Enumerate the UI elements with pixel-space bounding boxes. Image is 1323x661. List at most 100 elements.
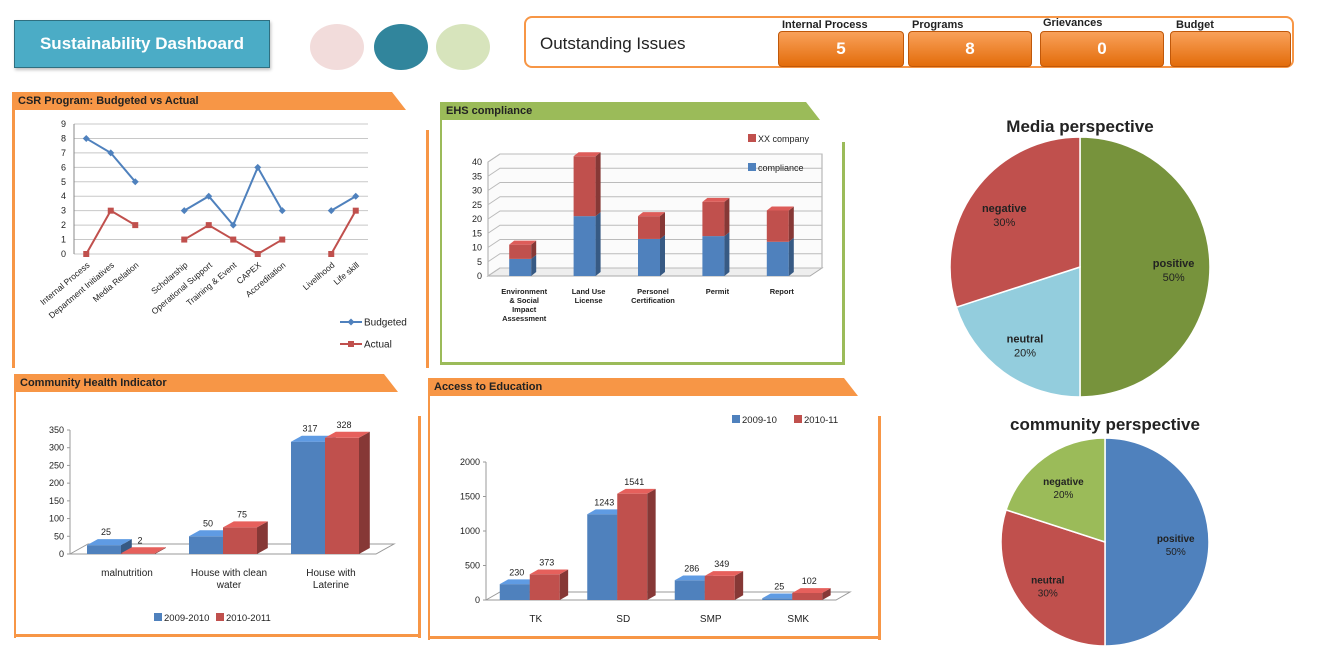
- media-slice-negative: [949, 136, 1081, 309]
- kpi-programs-value[interactable]: 8: [908, 31, 1032, 67]
- edu-data-label: 1243: [594, 497, 614, 507]
- ehs-y-tick-label: 40: [472, 157, 482, 167]
- csr-point-budgeted: [327, 207, 335, 215]
- ehs-bar-side: [595, 212, 601, 276]
- ehs-bar-xx-company: [702, 201, 725, 237]
- edu-y-tick-label: 2000: [460, 457, 480, 467]
- health-bar-top: [325, 431, 370, 438]
- media-slice-label-positive: positive: [1153, 258, 1195, 270]
- csr-series-line-actual: [85, 209, 136, 255]
- csr-x-tick-label: Life skill: [331, 260, 361, 287]
- edu-bar-2009-10: [762, 598, 793, 600]
- health-bar-2009-2010: [189, 536, 223, 554]
- csr-point-budgeted: [254, 163, 262, 171]
- edu-bar-top: [674, 575, 714, 581]
- kpi-internal-process-value[interactable]: 5: [778, 31, 904, 67]
- community-slice-neutral: [1000, 508, 1106, 647]
- media-slice-pct-negative: 30%: [993, 217, 1015, 229]
- community-slice-label-neutral: neutral: [1031, 576, 1065, 587]
- ehs-x-tick-label: Land Use License: [572, 287, 606, 305]
- ehs-bar-top: [766, 206, 794, 211]
- edu-data-label: 102: [802, 576, 817, 586]
- csr-series-line-budgeted: [330, 195, 357, 212]
- kpi-budget-value[interactable]: [1170, 31, 1291, 67]
- ehs-x-tick-label: Environment & Social Impact Assessment: [501, 287, 547, 323]
- health-legend-label-2010-2011: 2010-2011: [226, 613, 271, 624]
- ehs-bar-xx-company: [573, 156, 596, 217]
- ehs-chart-title: EHS compliance: [440, 102, 820, 120]
- kpi-programs-label: Programs: [912, 19, 964, 31]
- health-y-tick-label: 100: [49, 514, 64, 524]
- ehs-bar-top: [702, 197, 730, 202]
- ehs-gridline: [487, 196, 822, 206]
- csr-point-budgeted: [278, 207, 286, 215]
- csr-point-budgeted: [352, 192, 360, 200]
- education-bar-chart: 0 500 1000 1500 2000 230 373 TK 1243 1541 SD 286 349…: [460, 415, 852, 625]
- ehs-bar-xx-company: [509, 244, 532, 259]
- community-slice-pct-neutral: 30%: [1038, 589, 1058, 600]
- health-y-tick-label: 0: [59, 549, 64, 559]
- csr-y-tick-label: 4: [61, 191, 66, 201]
- edu-bar-side: [734, 571, 744, 600]
- ehs-panel: EHS compliance 0 5 10 15 20 25 30 35 40 Environme…: [440, 100, 850, 365]
- ehs-bar-top: [638, 212, 665, 217]
- ehs-bar-compliance: [702, 236, 725, 276]
- edu-bar-top: [499, 579, 539, 585]
- edu-data-label: 373: [539, 557, 554, 567]
- health-data-label: 328: [336, 420, 351, 430]
- kpi-grievances-value[interactable]: 0: [1040, 31, 1164, 67]
- edu-bar-side: [822, 588, 831, 600]
- edu-x-tick-label: SMP: [700, 614, 722, 625]
- health-y-tick-label: 50: [54, 531, 64, 541]
- ehs-gridline: [487, 153, 822, 163]
- ehs-x-tick-label: Report: [770, 287, 795, 296]
- ehs-bar-side: [788, 237, 794, 276]
- health-bar-side: [155, 547, 166, 554]
- ehs-y-tick-label: 25: [472, 200, 482, 210]
- ehs-bar-compliance: [509, 258, 532, 276]
- health-bar-side: [121, 539, 132, 554]
- edu-data-label: 25: [774, 581, 784, 591]
- csr-y-tick-label: 5: [61, 177, 66, 187]
- community-slice-label-negative: negative: [1043, 477, 1084, 488]
- csr-point-budgeted: [180, 207, 188, 215]
- csr-point-budgeted: [131, 178, 139, 186]
- health-legend-swatch-2009-2010: [154, 613, 162, 621]
- health-bar-side: [257, 521, 268, 554]
- kpi-budget-label: Budget: [1176, 19, 1214, 31]
- edu-bar-top: [617, 488, 656, 494]
- csr-chart-title: CSR Program: Budgeted vs Actual: [12, 92, 406, 110]
- ehs-bar-side: [788, 206, 794, 242]
- health-bar-top: [121, 547, 166, 554]
- ehs-bar-side: [531, 254, 537, 276]
- edu-bar-top: [762, 593, 801, 599]
- edu-bar-2010-11: [792, 592, 823, 600]
- ehs-bar-side: [660, 234, 665, 276]
- media-slice-label-negative: negative: [982, 203, 1027, 215]
- edu-data-label: 349: [714, 559, 729, 569]
- edu-legend-swatch-2010-11: [794, 415, 802, 423]
- ehs-bar-xx-company: [638, 216, 660, 239]
- csr-legend-marker: [348, 341, 354, 347]
- health-y-tick-label: 250: [49, 460, 64, 470]
- csr-point-actual: [230, 236, 237, 243]
- edu-data-label: 286: [684, 563, 699, 573]
- health-data-label: 317: [302, 424, 317, 434]
- health-bar-2010-2011: [223, 527, 257, 554]
- health-panel: Community Health Indicator 0 50 100 150 200 2…: [14, 372, 422, 638]
- ehs-bar-compliance: [573, 216, 596, 276]
- header-dot-pink: [310, 24, 364, 70]
- outstanding-issues-panel: [524, 16, 1294, 68]
- csr-point-budgeted: [229, 221, 237, 229]
- ehs-bar-side: [660, 212, 665, 239]
- edu-bar-side: [647, 488, 656, 600]
- csr-y-tick-label: 1: [61, 235, 66, 245]
- media-perspective-pie-chart: Media perspective positive 50% neutral 20% ne…: [949, 117, 1211, 398]
- edu-y-tick-label: 1000: [460, 526, 480, 536]
- csr-point-budgeted: [205, 192, 213, 200]
- health-bar-2010-2011: [325, 437, 359, 554]
- health-y-tick-label: 350: [49, 425, 64, 435]
- ehs-bar-top: [573, 152, 601, 157]
- csr-point-actual: [132, 222, 139, 229]
